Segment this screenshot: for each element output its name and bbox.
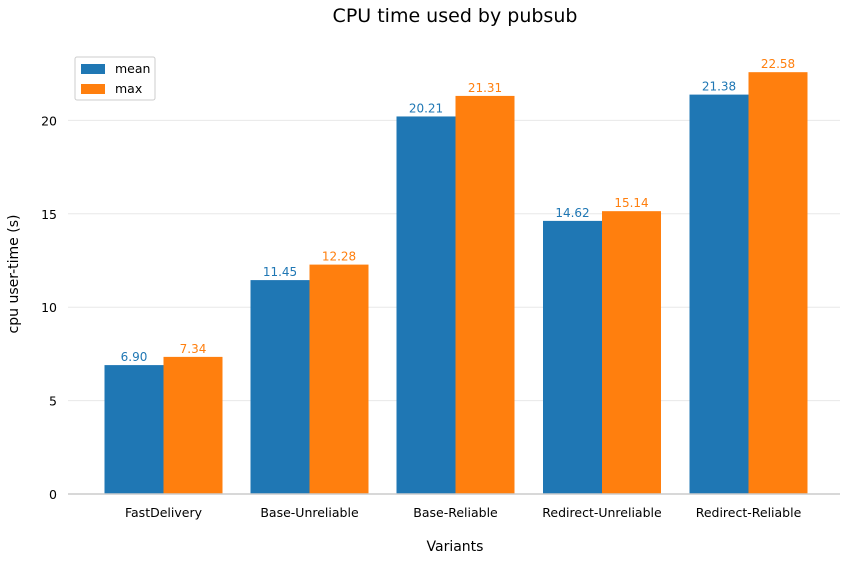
bar-mean-fastdelivery (104, 365, 164, 494)
data-label-mean-redirect-unreliable: 14.62 (555, 206, 589, 220)
y-tick-label-15: 15 (41, 207, 57, 222)
legend-swatch-mean (81, 64, 105, 74)
x-tick-label-redirect-reliable: Redirect-Reliable (696, 505, 802, 520)
data-label-max-base-unreliable: 12.28 (322, 250, 356, 264)
data-label-max-redirect-unreliable: 15.14 (614, 196, 648, 210)
bars (104, 72, 808, 495)
x-tick-label-base-reliable: Base-Reliable (413, 505, 498, 520)
y-tick-label-5: 5 (49, 394, 57, 409)
data-label-max-redirect-reliable: 22.58 (761, 57, 795, 71)
bar-max-redirect-unreliable (602, 211, 661, 494)
bar-max-base-reliable (455, 95, 515, 494)
axes: 0 5 10 15 20 FastDelivery Base-Unreliable Base-… (41, 113, 840, 520)
y-tick-label-0: 0 (49, 487, 57, 502)
legend-label-max: max (115, 81, 142, 96)
data-label-max-fastdelivery: 7.34 (180, 342, 207, 356)
bar-mean-redirect-reliable (689, 94, 749, 495)
data-label-max-base-reliable: 21.31 (468, 81, 502, 95)
legend: mean max (74, 56, 156, 101)
chart-title: CPU time used by pubsub (333, 5, 578, 27)
bar-mean-base-reliable (396, 116, 456, 495)
data-label-mean-redirect-reliable: 21.38 (702, 80, 736, 94)
bar-max-fastdelivery (163, 356, 223, 494)
data-labels: 6.90 7.34 11.45 12.28 20.21 21.31 14.62 15.14 21… (121, 57, 796, 364)
data-label-mean-base-unreliable: 11.45 (263, 265, 297, 279)
y-axis-label: cpu user-time (s) (6, 215, 22, 334)
y-tick-label-20: 20 (41, 113, 57, 128)
x-tick-label-fastdelivery: FastDelivery (125, 505, 203, 520)
bar-max-base-unreliable (309, 264, 369, 494)
legend-label-mean: mean (115, 61, 150, 76)
y-tick-label-10: 10 (41, 300, 57, 315)
x-tick-label-redirect-unreliable: Redirect-Unreliable (542, 505, 662, 520)
legend-swatch-max (81, 84, 105, 94)
data-label-mean-fastdelivery: 6.90 (121, 350, 148, 364)
x-axis-label: Variants (427, 539, 484, 555)
bar-max-redirect-reliable (748, 72, 808, 494)
data-label-mean-base-reliable: 20.21 (409, 101, 443, 115)
bar-mean-redirect-unreliable (543, 220, 602, 494)
x-tick-label-base-unreliable: Base-Unreliable (260, 505, 359, 520)
bar-mean-base-unreliable (250, 280, 310, 494)
